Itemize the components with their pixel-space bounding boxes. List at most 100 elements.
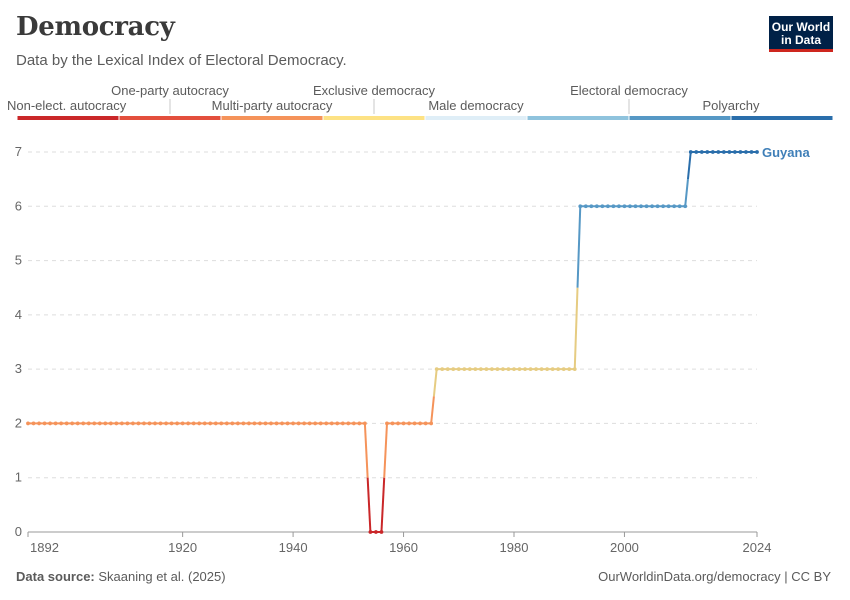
data-point — [556, 367, 561, 372]
data-point — [517, 367, 522, 372]
data-point — [561, 367, 566, 372]
data-point — [235, 421, 240, 426]
data-point — [75, 421, 80, 426]
data-point — [677, 204, 682, 209]
legend-label: Electoral democracy — [570, 83, 688, 98]
series-step — [576, 206, 582, 288]
series-step — [363, 423, 369, 478]
data-point — [274, 421, 279, 426]
data-point — [224, 421, 229, 426]
legend-label: Male democracy — [428, 98, 524, 113]
data-point — [258, 421, 262, 426]
data-point — [247, 421, 251, 426]
data-point — [605, 204, 610, 209]
data-point — [142, 421, 146, 426]
data-point — [114, 421, 119, 426]
data-point — [59, 421, 64, 426]
data-point — [412, 421, 417, 426]
data-point — [125, 421, 130, 426]
legend-swatch — [221, 116, 323, 120]
source-url[interactable]: OurWorldinData.org/democracy | CC BY — [598, 569, 831, 584]
data-point — [296, 421, 301, 426]
data-point — [81, 421, 86, 426]
data-point — [86, 421, 91, 426]
data-point — [528, 367, 533, 372]
y-tick-label: 4 — [15, 307, 22, 322]
data-point — [628, 204, 632, 209]
legend-label: Multi-party autocracy — [212, 98, 333, 113]
x-axis: 1892 1920 1940 1960 1980 2000 2024 — [27, 531, 772, 555]
data-point — [186, 421, 191, 426]
data-point — [611, 204, 616, 209]
data-point — [727, 150, 732, 154]
data-point — [688, 150, 693, 154]
x-tick-label: 2024 — [743, 540, 772, 555]
data-point — [42, 421, 47, 426]
y-tick-label: 6 — [15, 198, 22, 213]
data-point — [357, 421, 362, 426]
owid-logo[interactable]: Our World in Data — [769, 16, 833, 52]
data-point — [594, 204, 599, 209]
series-step — [684, 179, 689, 207]
data-point — [462, 367, 467, 372]
y-tick-label: 3 — [15, 361, 22, 376]
data-point — [53, 421, 58, 426]
series-step — [366, 477, 372, 533]
logo-line-2: in Data — [780, 32, 821, 47]
data-point — [103, 421, 108, 426]
data-point — [440, 367, 445, 372]
legend-swatch — [731, 116, 833, 120]
data-point — [285, 421, 290, 426]
data-point — [396, 421, 400, 426]
data-point — [666, 204, 671, 209]
data-point — [280, 421, 284, 426]
data-point — [208, 421, 213, 426]
x-tick-label: 1920 — [168, 540, 197, 555]
data-point — [583, 204, 588, 209]
gridlines — [28, 151, 757, 479]
data-point — [329, 421, 334, 426]
data-point — [291, 421, 295, 426]
data-point — [241, 421, 246, 426]
y-tick-label: 5 — [15, 253, 22, 268]
data-point — [31, 421, 36, 426]
data-point — [633, 204, 638, 209]
data-point — [755, 150, 759, 154]
data-point — [644, 204, 649, 209]
data-point — [158, 421, 163, 426]
data-point — [351, 421, 356, 426]
series-step — [432, 369, 438, 397]
data-point — [64, 421, 69, 426]
data-point — [213, 421, 218, 426]
data-point — [490, 367, 494, 372]
data-point — [153, 421, 157, 426]
series-step — [686, 151, 692, 180]
data-point — [164, 421, 168, 426]
data-source: Data source: Skaaning et al. (2025) — [16, 569, 226, 584]
data-point — [368, 530, 373, 534]
legend-swatch — [527, 116, 629, 120]
data-point — [48, 421, 52, 426]
x-tick-label: 1960 — [389, 540, 418, 555]
data-point — [639, 204, 643, 209]
x-tick-label: 2000 — [610, 540, 639, 555]
data-point — [269, 421, 273, 426]
data-point — [495, 367, 500, 372]
data-point — [97, 421, 102, 426]
data-source-label: Data source: — [16, 569, 95, 584]
data-point — [539, 367, 544, 372]
data-point — [401, 421, 406, 426]
data-point — [545, 367, 550, 372]
data-point — [716, 150, 721, 154]
chart-title: Democracy — [16, 12, 175, 42]
data-point — [307, 421, 312, 426]
data-point — [180, 421, 185, 426]
data-point — [374, 530, 378, 534]
data-point — [705, 150, 710, 154]
data-point — [318, 421, 323, 426]
data-point — [407, 421, 411, 426]
data-point — [390, 421, 395, 426]
data-point — [423, 421, 428, 426]
data-point — [578, 204, 583, 209]
data-point — [263, 421, 268, 426]
